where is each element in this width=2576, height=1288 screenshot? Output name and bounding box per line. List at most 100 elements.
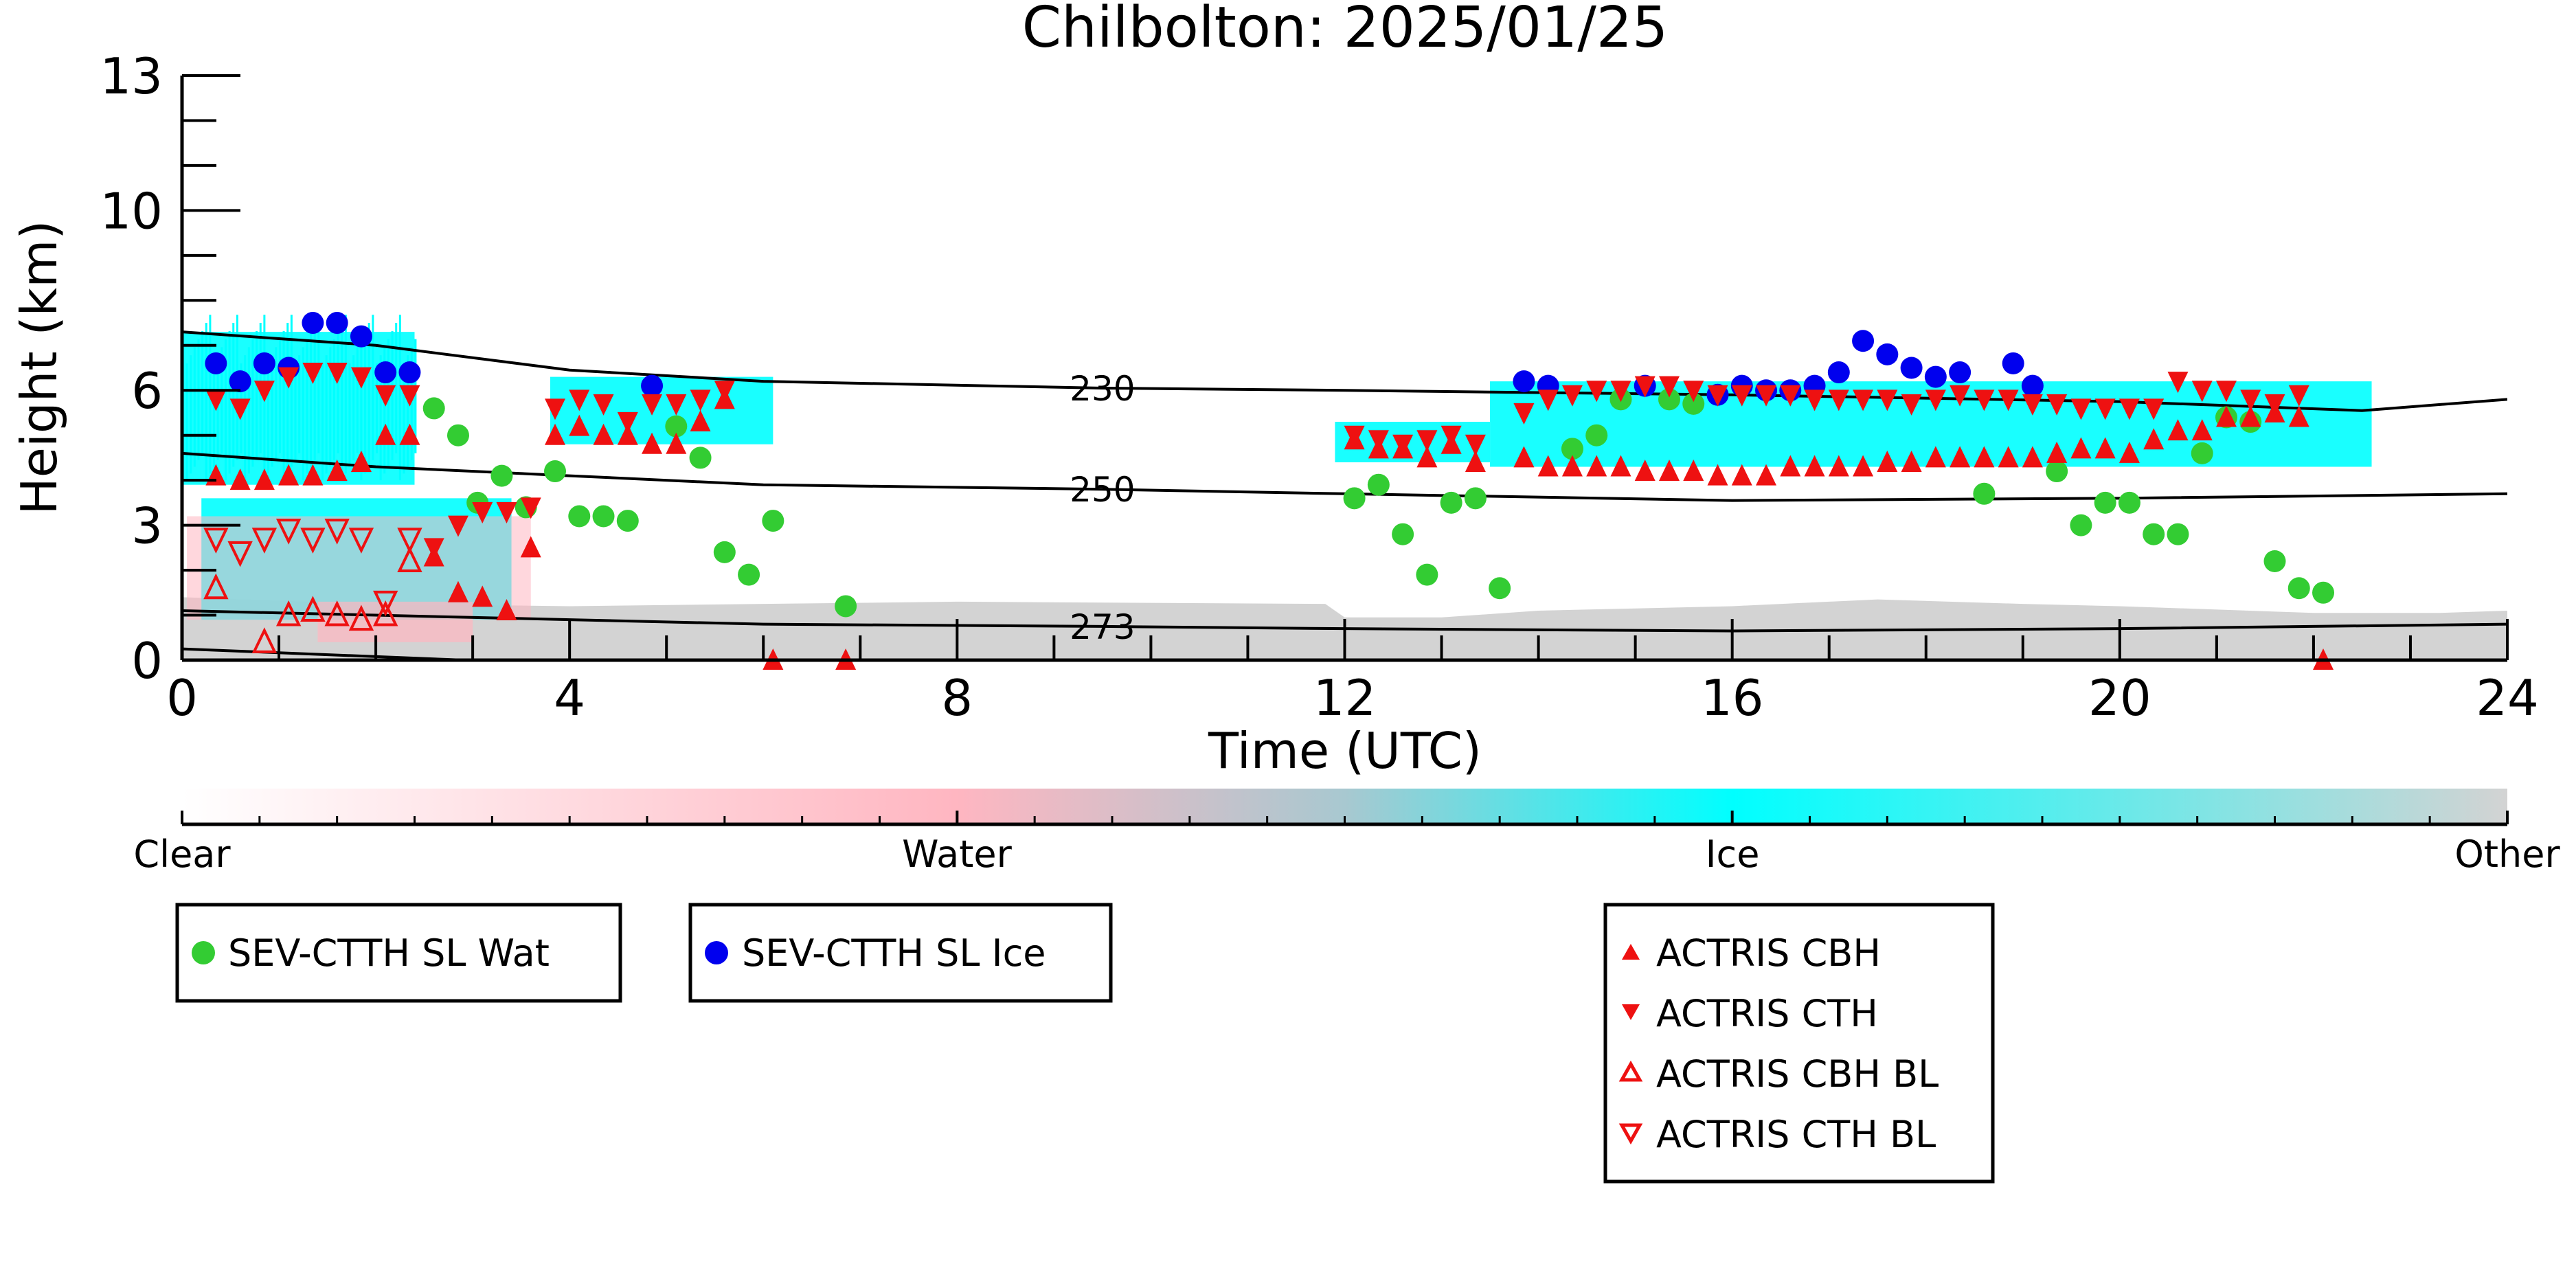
marker-actris-cth xyxy=(1658,376,1680,398)
marker-actris-cbh xyxy=(2070,437,2092,459)
marker-actris-cth-bl xyxy=(203,528,229,554)
marker-actris-cbh xyxy=(350,450,372,472)
marker-actris-cbh xyxy=(1561,455,1583,477)
colorbar-label-other: Other xyxy=(2454,833,2560,876)
y-tick-label: 10 xyxy=(100,182,163,240)
marker-actris-cbh xyxy=(1925,446,1946,468)
marker-actris-cbh xyxy=(2191,419,2213,441)
marker-actris-cth xyxy=(545,398,566,420)
colorbar: Clear Water Ice Other xyxy=(133,789,2560,876)
marker-actris-cth xyxy=(642,394,663,416)
marker-sev-ctth-sl-wat xyxy=(1973,482,1996,505)
y-tick-label: 6 xyxy=(131,362,163,420)
marker-sev-ctth-sl-ice xyxy=(1924,365,1947,388)
marker-actris-cbh xyxy=(2046,441,2068,463)
marker-actris-cth xyxy=(520,497,541,519)
marker-actris-cth xyxy=(1416,430,1438,452)
x-tick-label: 24 xyxy=(2476,669,2539,727)
marker-sev-ctth-sl-ice xyxy=(205,352,227,374)
marker-actris-cbh xyxy=(2288,405,2309,427)
marker-actris-cth xyxy=(278,367,300,389)
marker-actris-cbh-bl xyxy=(324,600,350,626)
marker-actris-cth xyxy=(1925,389,1946,411)
marker-sev-ctth-sl-wat xyxy=(544,460,567,483)
marker-sev-ctth-sl-ice xyxy=(229,370,251,393)
marker-actris-cth xyxy=(1586,381,1607,403)
marker-actris-cth xyxy=(1877,389,1898,411)
marker-actris-cbh xyxy=(617,423,638,445)
marker-actris-cth xyxy=(1513,403,1535,425)
marker-sev-ctth-sl-ice xyxy=(1513,370,1535,393)
marker-actris-cbh xyxy=(569,414,590,436)
marker-actris-cbh xyxy=(642,432,663,454)
x-tick-label: 12 xyxy=(1313,669,1377,727)
marker-actris-cbh-bl xyxy=(397,546,422,572)
marker-actris-cth xyxy=(472,501,493,523)
marker-actris-cbh xyxy=(2167,419,2189,441)
marker-actris-cth-bl xyxy=(324,519,350,545)
marker-actris-cth xyxy=(1804,389,1825,411)
marker-actris-cbh xyxy=(1513,446,1535,468)
plot-axes: 0 3 6 10 13 0 4 8 12 16 20 24 xyxy=(100,47,2538,727)
marker-actris-cth-bl xyxy=(348,528,374,554)
marker-actris-cbh xyxy=(496,598,517,620)
legend-label-actris-cth-bl: ACTRIS CTH BL xyxy=(1656,1113,1936,1156)
marker-actris-cth xyxy=(423,538,444,560)
marker-actris-cth xyxy=(1392,434,1414,456)
marker-actris-cth xyxy=(1853,389,1874,411)
marker-sev-ctth-sl-wat xyxy=(2143,523,2165,545)
marker-actris-cbh xyxy=(1658,460,1680,482)
marker-sev-ctth-sl-ice xyxy=(1949,361,1971,384)
marker-actris-cth xyxy=(1756,385,1777,407)
legend-label-actris-cbh: ACTRIS CBH xyxy=(1656,931,1881,975)
marker-sev-ctth-sl-wat xyxy=(2070,514,2092,536)
marker-actris-cth xyxy=(2264,394,2285,416)
marker-actris-cth xyxy=(1950,385,1971,407)
y-axis-label: Height (km) xyxy=(10,221,68,515)
marker-actris-cth xyxy=(1683,381,1704,403)
marker-sev-ctth-sl-wat xyxy=(2287,577,2310,600)
marker-actris-cth xyxy=(1828,389,1849,411)
marker-actris-cbh xyxy=(375,423,396,445)
marker-sev-ctth-sl-wat xyxy=(665,415,688,438)
marker-actris-cth xyxy=(2022,394,2043,416)
marker-actris-cth xyxy=(2288,385,2309,407)
marker-actris-cbh xyxy=(1537,455,1559,477)
legend-label-actris-cth: ACTRIS CTH xyxy=(1656,992,1878,1035)
marker-sev-ctth-sl-wat xyxy=(490,464,513,487)
marker-actris-cbh xyxy=(278,464,300,486)
marker-actris-cbh xyxy=(690,410,711,432)
marker-actris-cth xyxy=(205,389,227,411)
marker-actris-cth xyxy=(617,412,638,434)
marker-actris-cth xyxy=(2046,394,2068,416)
legend-marker-actris-cbh xyxy=(1622,944,1640,960)
marker-actris-cth xyxy=(1344,425,1365,447)
cloud-classification-background xyxy=(182,315,2507,660)
marker-actris-cth xyxy=(593,394,614,416)
marker-sev-ctth-sl-ice xyxy=(2002,352,2024,374)
marker-actris-cbh xyxy=(1828,455,1849,477)
marker-actris-cbh xyxy=(2240,405,2261,427)
marker-actris-cth xyxy=(229,398,251,420)
colorbar-label-water: Water xyxy=(902,833,1012,876)
marker-actris-cth xyxy=(326,363,348,385)
marker-sev-ctth-sl-wat xyxy=(738,563,760,586)
marker-actris-cbh xyxy=(1804,455,1825,477)
marker-actris-cbh xyxy=(1974,446,1995,468)
marker-actris-cbh xyxy=(447,580,468,602)
marker-actris-cth-bl xyxy=(372,590,398,617)
isotherm-label-230: 230 xyxy=(1070,369,1135,409)
marker-actris-cbh xyxy=(2215,405,2237,427)
isotherm-extra xyxy=(182,647,499,660)
marker-actris-cth xyxy=(714,381,735,403)
legend-actris: ACTRIS CBH ACTRIS CTH ACTRIS CBH BL ACTR… xyxy=(1603,903,1995,1184)
isotherm-230 xyxy=(182,330,2507,412)
marker-actris-cth xyxy=(1780,385,1801,407)
marker-actris-cbh xyxy=(1416,446,1438,468)
legend-box xyxy=(175,903,622,1003)
legend-marker-sev-ice xyxy=(705,941,728,964)
marker-sev-ctth-sl-wat xyxy=(713,541,736,563)
legend-marker-actris-cth xyxy=(1622,1004,1640,1020)
colorbar-label-clear: Clear xyxy=(133,833,231,876)
